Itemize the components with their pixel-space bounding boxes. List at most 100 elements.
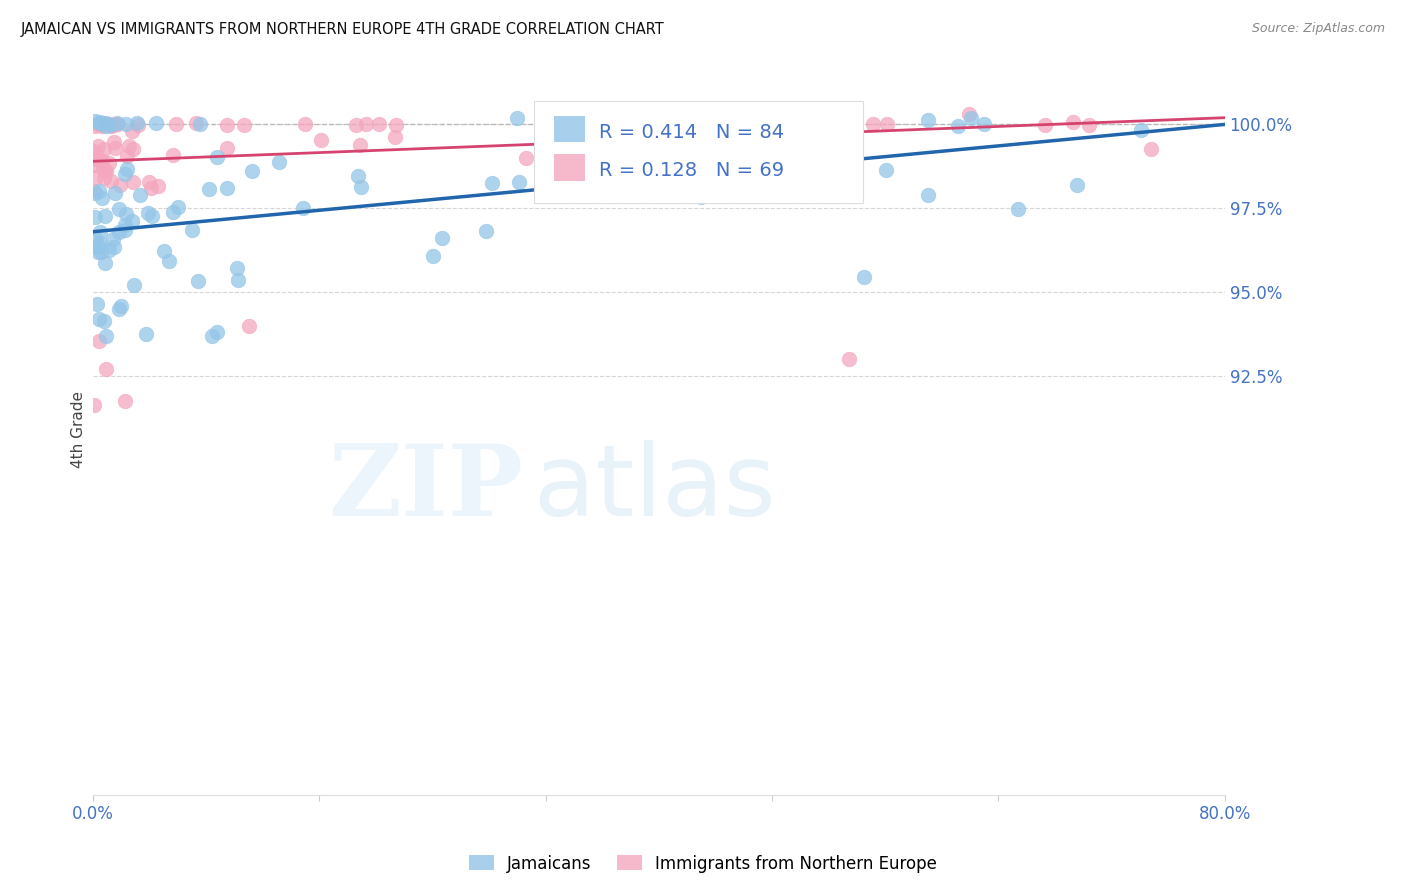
Point xyxy=(89,225,111,239)
Point xyxy=(121,214,143,228)
Point xyxy=(98,119,121,133)
Point xyxy=(91,153,114,168)
Point xyxy=(946,119,969,133)
Point xyxy=(89,334,111,348)
Point xyxy=(862,117,884,131)
Point xyxy=(122,142,145,156)
Point xyxy=(125,116,148,130)
Point xyxy=(217,119,239,133)
Point xyxy=(104,141,127,155)
Point xyxy=(1130,122,1153,136)
Point xyxy=(122,277,145,292)
Point xyxy=(292,201,315,215)
Point xyxy=(94,164,117,178)
Point xyxy=(226,260,249,275)
Point xyxy=(89,116,111,130)
Point xyxy=(267,154,290,169)
Point xyxy=(114,393,136,408)
Point xyxy=(852,269,875,284)
Point xyxy=(875,162,897,177)
Point xyxy=(186,116,208,130)
Point xyxy=(201,329,224,343)
Point xyxy=(83,119,105,133)
Point xyxy=(148,179,170,194)
Point xyxy=(181,223,204,237)
Point xyxy=(121,124,143,138)
Point xyxy=(368,117,391,131)
Point xyxy=(138,175,160,189)
Point xyxy=(821,118,844,132)
Point xyxy=(135,327,157,342)
Point xyxy=(89,184,111,198)
Point xyxy=(422,249,444,263)
Point xyxy=(83,186,105,200)
Point xyxy=(127,118,149,132)
Point xyxy=(114,167,136,181)
Point xyxy=(139,180,162,194)
Point xyxy=(226,273,249,287)
Point xyxy=(384,118,406,132)
Point xyxy=(1033,118,1056,132)
Point xyxy=(240,163,263,178)
Point xyxy=(97,117,120,131)
Point xyxy=(87,238,110,252)
Point xyxy=(86,297,108,311)
Point xyxy=(94,116,117,130)
Point xyxy=(114,218,136,232)
Point xyxy=(384,129,406,144)
Point xyxy=(294,116,316,130)
Point xyxy=(960,111,983,125)
Point xyxy=(354,117,377,131)
Point xyxy=(101,232,124,246)
Point xyxy=(96,119,118,133)
Point xyxy=(89,119,111,133)
Point xyxy=(94,256,117,270)
Point xyxy=(430,231,453,245)
Point xyxy=(86,150,108,164)
Point xyxy=(97,156,120,170)
Point xyxy=(165,117,187,131)
Point xyxy=(83,145,105,159)
Point xyxy=(105,115,128,129)
Point xyxy=(122,175,145,189)
Point xyxy=(917,188,939,202)
Point xyxy=(481,177,503,191)
Point xyxy=(114,207,136,221)
Point xyxy=(103,135,125,149)
Point xyxy=(217,141,239,155)
Point xyxy=(167,201,190,215)
Point xyxy=(162,148,184,162)
Point xyxy=(205,325,228,339)
Point xyxy=(90,191,112,205)
Point xyxy=(690,190,713,204)
Point xyxy=(103,117,125,131)
Point xyxy=(1077,118,1099,132)
Point xyxy=(593,118,616,132)
Point xyxy=(238,319,260,334)
Point xyxy=(197,182,219,196)
Point xyxy=(83,398,105,412)
Point xyxy=(309,133,332,147)
Point xyxy=(93,314,115,328)
Legend: Jamaicans, Immigrants from Northern Europe: Jamaicans, Immigrants from Northern Euro… xyxy=(463,848,943,880)
Text: Source: ZipAtlas.com: Source: ZipAtlas.com xyxy=(1251,22,1385,36)
Point xyxy=(84,158,107,172)
Point xyxy=(205,150,228,164)
Point xyxy=(475,224,498,238)
Point xyxy=(110,178,132,192)
Point xyxy=(86,153,108,167)
Point xyxy=(94,329,117,343)
Point xyxy=(93,142,115,156)
Point xyxy=(537,125,560,139)
Point xyxy=(89,115,111,129)
Point xyxy=(100,119,122,133)
Point xyxy=(1007,202,1029,216)
Point xyxy=(233,119,256,133)
Point xyxy=(1062,115,1084,129)
Point xyxy=(508,175,530,189)
Text: atlas: atlas xyxy=(534,440,776,537)
Point xyxy=(1066,178,1088,193)
Point xyxy=(96,362,118,376)
Point xyxy=(515,151,537,165)
Point xyxy=(153,244,176,258)
